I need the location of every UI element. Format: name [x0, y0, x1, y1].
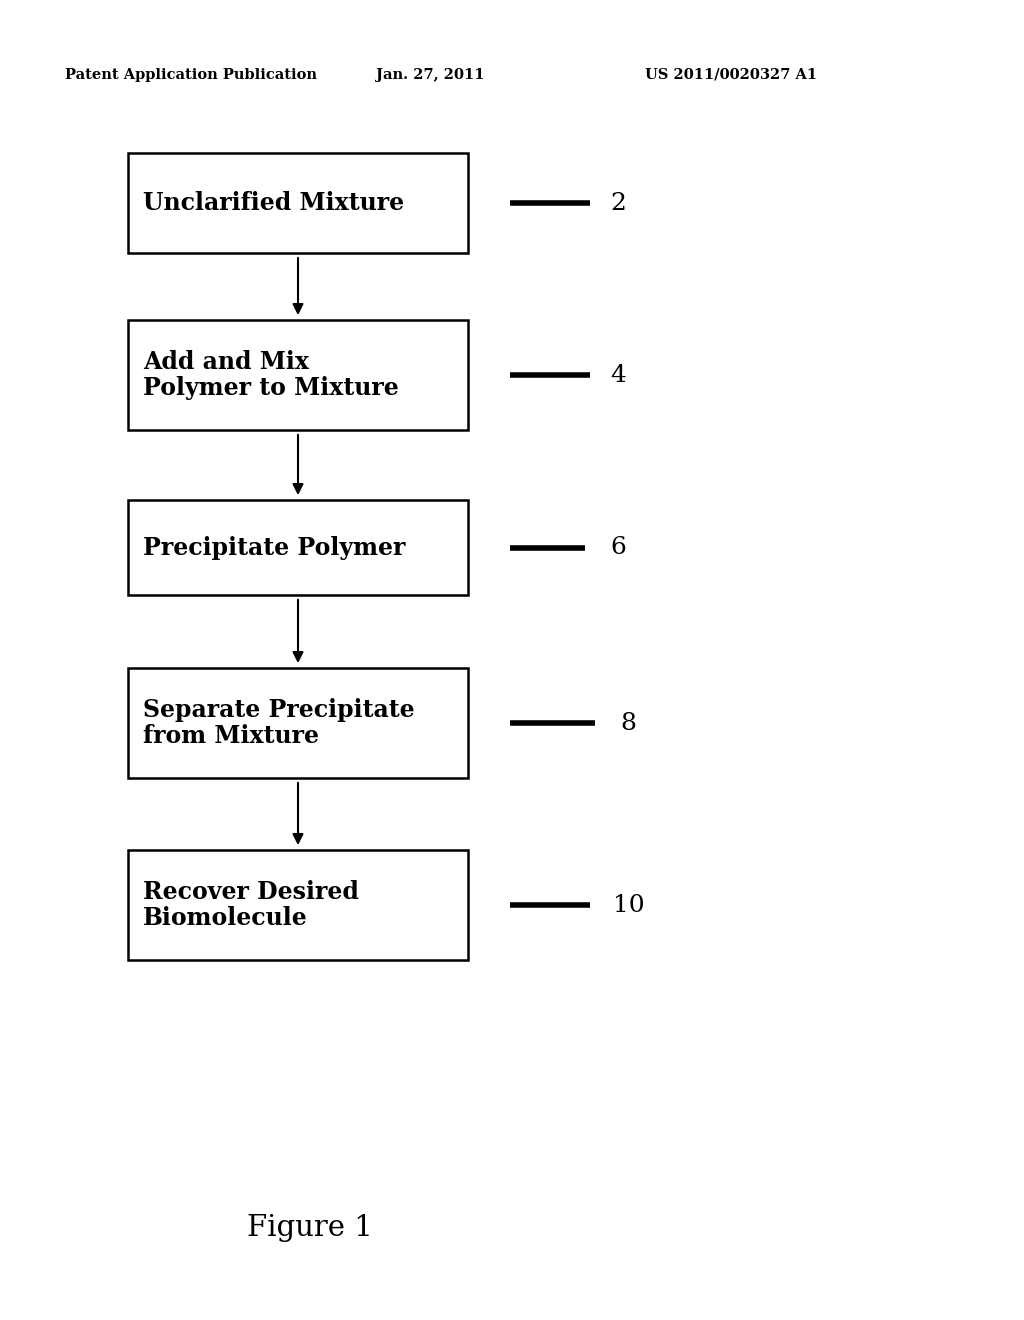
Bar [128, 153, 468, 253]
Bar [128, 319, 468, 430]
Text: Precipitate Polymer: Precipitate Polymer [143, 536, 406, 560]
Text: from Mixture: from Mixture [143, 723, 319, 747]
Text: Jan. 27, 2011: Jan. 27, 2011 [376, 69, 484, 82]
Text: 10: 10 [613, 894, 645, 916]
Text: Figure 1: Figure 1 [247, 1214, 373, 1242]
Text: Recover Desired: Recover Desired [143, 880, 358, 904]
Text: US 2011/0020327 A1: US 2011/0020327 A1 [645, 69, 817, 82]
Text: Add and Mix: Add and Mix [143, 350, 309, 375]
Text: 4: 4 [610, 363, 626, 387]
Bar [128, 500, 468, 595]
Text: Patent Application Publication: Patent Application Publication [65, 69, 317, 82]
Text: Unclarified Mixture: Unclarified Mixture [143, 191, 404, 215]
Text: Separate Precipitate: Separate Precipitate [143, 698, 415, 722]
Text: Biomolecule: Biomolecule [143, 906, 308, 929]
Bar [128, 668, 468, 777]
Text: 2: 2 [610, 191, 626, 214]
Text: 6: 6 [610, 536, 626, 558]
Text: Polymer to Mixture: Polymer to Mixture [143, 376, 398, 400]
Text: 8: 8 [620, 711, 636, 734]
Bar [128, 850, 468, 960]
